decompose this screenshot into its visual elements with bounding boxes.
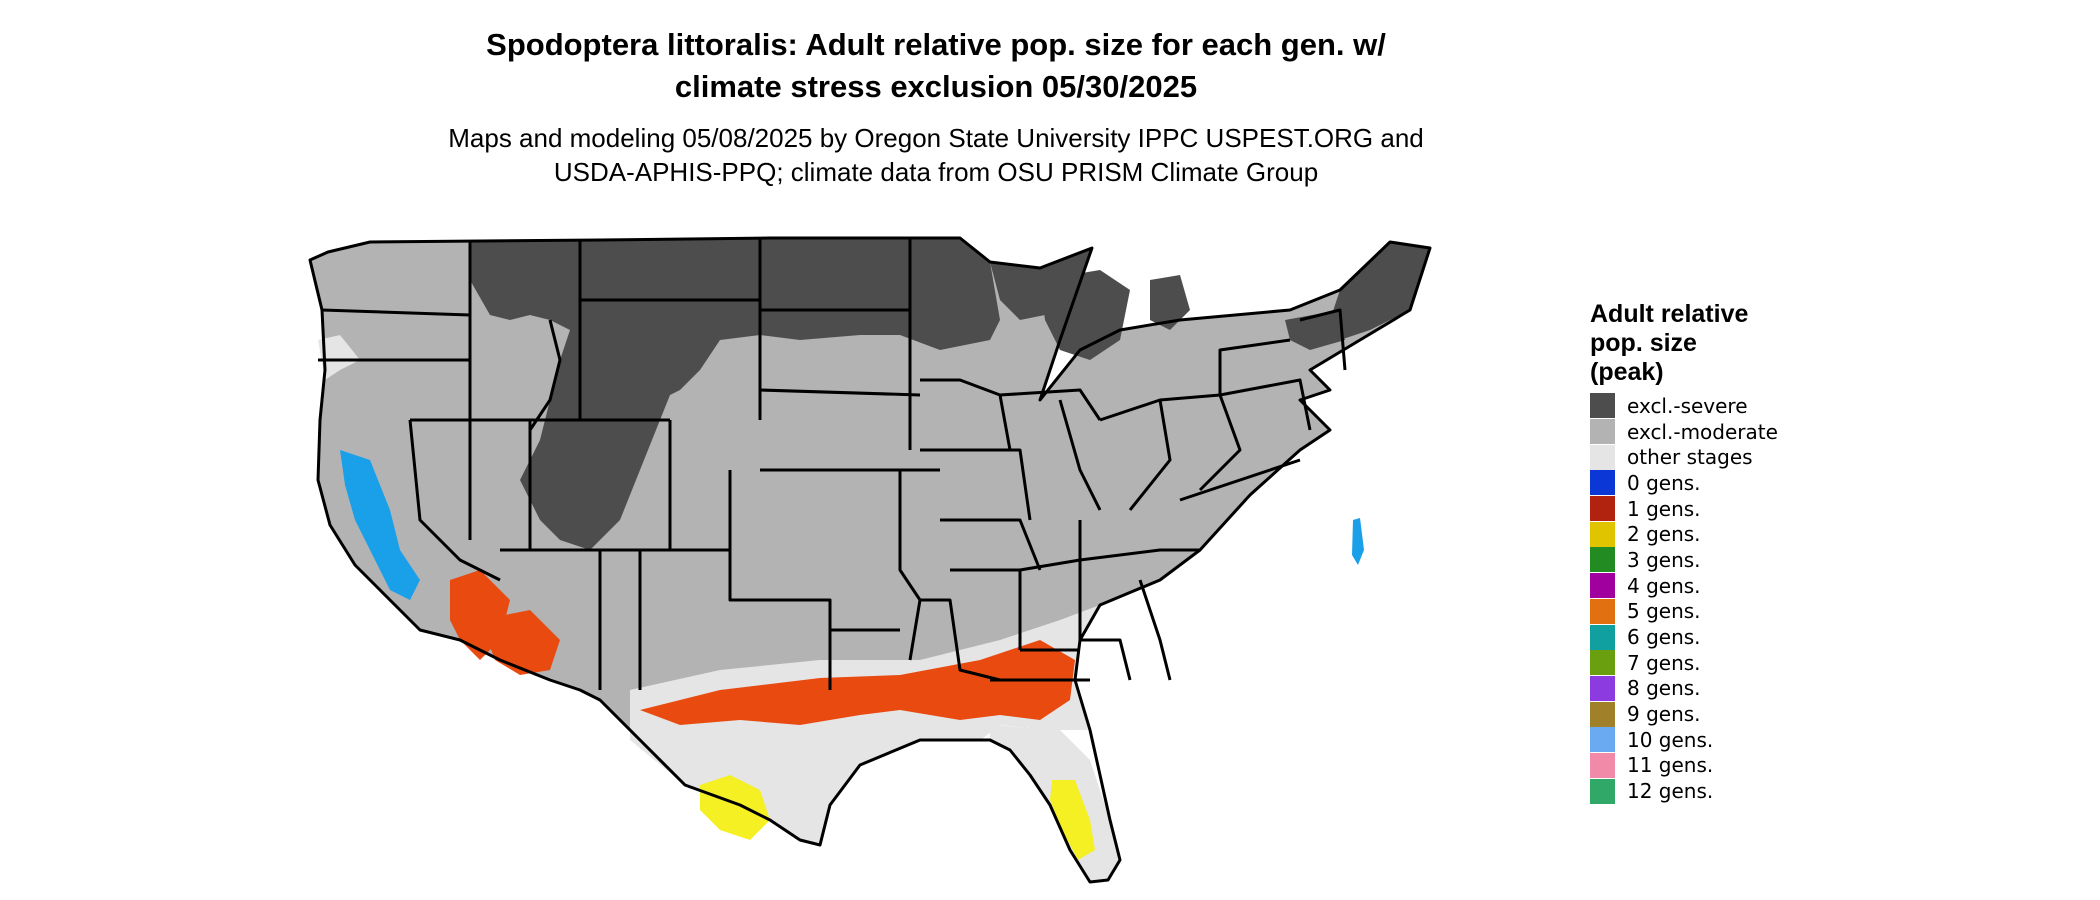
michigan-severe	[1150, 275, 1190, 330]
legend-swatch	[1590, 496, 1615, 522]
legend-title-line2: pop. size	[1590, 329, 1697, 357]
legend-items: excl.-severe excl.-moderate other stages 0 …	[1590, 393, 1778, 804]
legend-item: other stages	[1590, 444, 1778, 470]
california-zero-gen	[340, 450, 420, 600]
legend-label: 12 gens.	[1627, 779, 1714, 804]
legend-swatch	[1590, 547, 1615, 573]
legend-item: 11 gens.	[1590, 752, 1778, 779]
legend-item: 8 gens.	[1590, 675, 1778, 702]
legend-item: 12 gens.	[1590, 778, 1778, 804]
legend-item: 0 gens.	[1590, 470, 1778, 496]
legend-label: 10 gens.	[1627, 727, 1714, 752]
legend-swatch	[1590, 419, 1615, 445]
state-boundaries	[308, 236, 1432, 884]
legend-swatch	[1590, 752, 1615, 778]
legend-label: 9 gens.	[1627, 702, 1701, 727]
legend-swatch	[1590, 624, 1615, 650]
us-map	[308, 236, 1432, 884]
legend-swatch	[1590, 650, 1615, 676]
legend-swatch	[1590, 778, 1615, 804]
legend-label: excl.-moderate	[1627, 419, 1778, 444]
legend-swatch	[1590, 727, 1615, 753]
legend-swatch	[1590, 393, 1615, 419]
legend-item: 2 gens.	[1590, 521, 1778, 547]
legend-label: excl.-severe	[1627, 393, 1748, 418]
legend-swatch	[1590, 521, 1615, 547]
legend-label: 11 gens.	[1627, 753, 1714, 778]
legend-item: 10 gens.	[1590, 727, 1778, 753]
legend-label: 5 gens.	[1627, 599, 1701, 624]
florida-two-gen	[1050, 780, 1095, 860]
legend-item: 4 gens.	[1590, 573, 1778, 599]
legend-swatch	[1590, 573, 1615, 599]
legend-swatch	[1590, 470, 1615, 496]
legend-item: excl.-moderate	[1590, 419, 1778, 445]
map-title-line1: Spodoptera littoralis: Adult relative po…	[486, 27, 1386, 62]
legend-item: 6 gens.	[1590, 624, 1778, 650]
legend-item: 5 gens.	[1590, 598, 1778, 625]
new-england-severe	[1330, 242, 1430, 340]
legend-item: 9 gens.	[1590, 701, 1778, 727]
map-subtitle-line1: Maps and modeling 05/08/2025 by Oregon S…	[448, 123, 1424, 153]
map-title-line2: climate stress exclusion 05/30/2025	[674, 69, 1198, 104]
legend-label: 2 gens.	[1627, 522, 1701, 547]
legend-label: 6 gens.	[1627, 625, 1701, 650]
pacific-other	[318, 335, 360, 380]
southern-one-gen-band	[640, 640, 1075, 725]
rockies-severe	[520, 330, 680, 550]
map-subtitle-line2: USDA-APHIS-PPQ; climate data from OSU PR…	[553, 157, 1319, 187]
legend-label: 3 gens.	[1627, 547, 1701, 572]
legend-item: 7 gens.	[1590, 650, 1778, 676]
legend-label: 7 gens.	[1627, 650, 1701, 675]
legend-item: 1 gens.	[1590, 496, 1778, 522]
legend-swatch	[1590, 444, 1615, 470]
legend-swatch	[1590, 675, 1615, 701]
legend-swatch	[1590, 598, 1615, 624]
legend-label: 0 gens.	[1627, 470, 1701, 495]
legend-item: 3 gens.	[1590, 547, 1778, 573]
legend-title-line3: (peak)	[1590, 358, 1664, 386]
legend-label: 8 gens.	[1627, 676, 1701, 701]
legend-label: 1 gens.	[1627, 496, 1701, 521]
chesapeake-zero-gen	[1352, 518, 1364, 565]
legend-label: 4 gens.	[1627, 573, 1701, 598]
legend-swatch	[1590, 701, 1615, 727]
legend-label: other stages	[1627, 445, 1753, 470]
legend: Adult relative pop. size (peak) excl.-se…	[1590, 300, 1778, 804]
texas-two-gen	[700, 775, 770, 840]
legend-title-line1: Adult relative	[1590, 300, 1749, 328]
legend-item: excl.-severe	[1590, 393, 1778, 419]
